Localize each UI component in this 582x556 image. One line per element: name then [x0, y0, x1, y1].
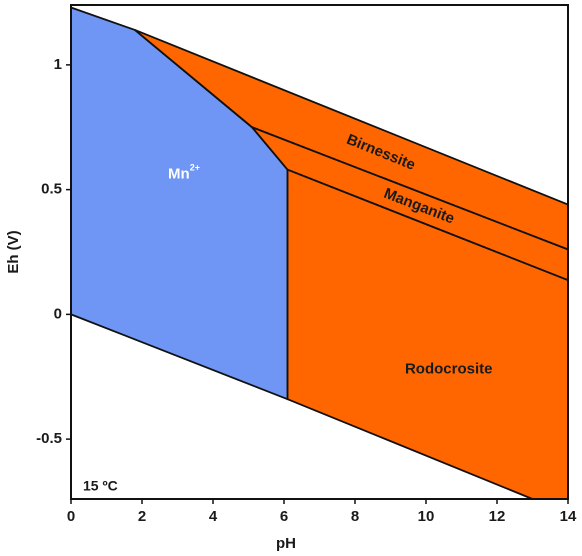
- annotation: 15 ºC: [83, 478, 118, 494]
- y-tick-label: 0.5: [41, 181, 62, 198]
- region-name: Rodocrosite: [405, 360, 493, 377]
- x-tick-label: 12: [489, 508, 506, 525]
- x-tick-label: 6: [280, 508, 288, 525]
- x-axis-label: pH: [276, 535, 296, 552]
- region-superscript: 2+: [190, 163, 200, 173]
- region-label: Rodocrosite: [405, 360, 493, 377]
- x-tick-label: 10: [418, 508, 435, 525]
- plot-frame: [70, 4, 569, 500]
- y-tick-label: 0: [54, 305, 62, 322]
- x-tick-label: 14: [560, 508, 577, 525]
- y-axis-label: Eh (V): [5, 230, 22, 273]
- x-tick-label: 4: [209, 508, 218, 525]
- x-tick-label: 8: [351, 508, 359, 525]
- x-tick-label: 2: [138, 508, 146, 525]
- y-tick-label: -0.5: [36, 430, 62, 447]
- region-label: Mn2+: [168, 163, 200, 183]
- region-name: Mn: [168, 166, 190, 183]
- x-tick-label: 0: [67, 508, 75, 525]
- y-tick-label: 1: [54, 56, 62, 73]
